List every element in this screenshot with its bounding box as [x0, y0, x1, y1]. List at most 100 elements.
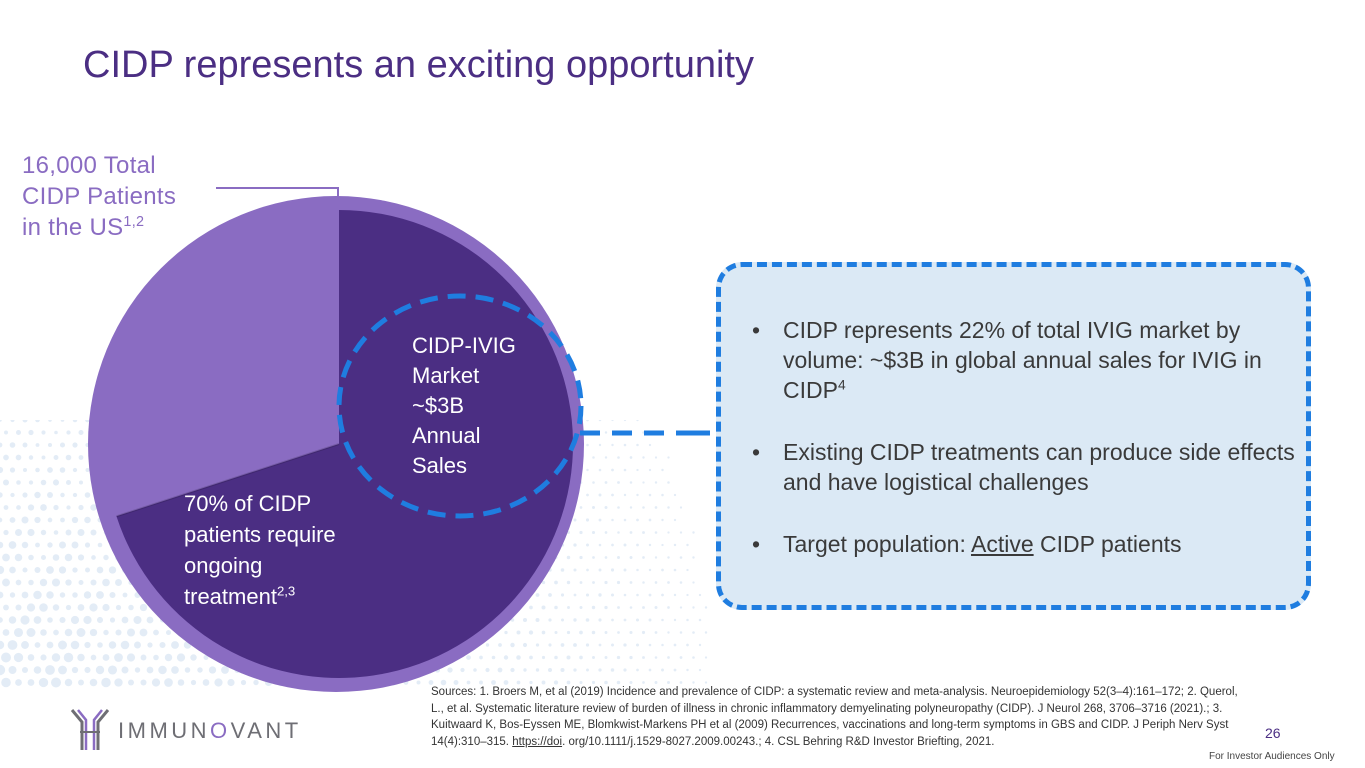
decoration-dot: [128, 679, 134, 686]
decoration-dot: [202, 679, 210, 686]
decoration-dot: [636, 543, 639, 547]
decoration-dot: [579, 506, 583, 509]
decoration-dot: [611, 618, 614, 622]
decoration-dot: [635, 643, 640, 647]
decoration-dot: [35, 420, 40, 423]
decoration-dot: [610, 568, 615, 572]
decoration-dot: [58, 640, 67, 650]
decoration-dot: [8, 616, 17, 624]
decoration-dot: [704, 656, 708, 659]
decoration-dot: [83, 591, 92, 599]
bullet3-prefix: Target population:: [783, 531, 971, 557]
decoration-dot: [598, 518, 602, 522]
decoration-dot: [566, 580, 571, 585]
decoration-dot: [153, 629, 159, 636]
decoration-dot: [529, 680, 533, 685]
decoration-dot: [586, 493, 589, 497]
decoration-dot: [636, 568, 639, 572]
decoration-dot: [90, 579, 97, 586]
decoration-dot: [642, 581, 645, 584]
decoration-dot: [78, 504, 84, 511]
decoration-dot: [146, 616, 154, 624]
decoration-dot: [52, 604, 60, 611]
decoration-dot: [53, 504, 59, 511]
decoration-dot: [60, 492, 65, 498]
decoration-dot: [641, 630, 646, 635]
decoration-dot: [692, 606, 695, 609]
decoration-dot: [59, 442, 66, 448]
decoration-dot: [673, 643, 677, 647]
decoration-dot: [667, 656, 670, 659]
decoration-dot: [1, 652, 11, 663]
decoration-dot: [541, 680, 546, 685]
decoration-dot: [47, 442, 53, 448]
market-label-line3: ~$3B: [412, 393, 464, 418]
decoration-dot: [139, 603, 148, 612]
decoration-dot: [109, 591, 116, 599]
decoration-dot: [53, 629, 59, 636]
decoration-dot: [679, 506, 683, 509]
decoration-dot: [40, 554, 47, 561]
decoration-dot: [491, 680, 496, 685]
decoration-dot: [661, 518, 664, 522]
decoration-dot: [114, 678, 123, 687]
decoration-dot: [447, 667, 453, 673]
decoration-dot: [667, 631, 670, 634]
decoration-dot: [22, 567, 28, 573]
decoration-dot: [460, 667, 465, 673]
decoration-dot: [629, 581, 633, 584]
decoration-dot: [164, 678, 173, 687]
bullet3-emphasis: Active: [970, 531, 1034, 557]
decoration-dot: [604, 531, 608, 534]
decoration-dot: [85, 567, 90, 573]
decoration-dot: [8, 541, 17, 549]
decoration-dot: [133, 615, 142, 625]
decoration-dot: [72, 442, 78, 448]
decoration-dot: [71, 541, 79, 549]
decoration-dot: [40, 629, 47, 636]
decoration-dot: [636, 593, 639, 597]
decoration-dot: [661, 493, 664, 497]
decoration-dot: [566, 655, 571, 660]
decoration-dot: [28, 554, 34, 561]
decoration-dot: [66, 430, 71, 435]
decoration-dot: [679, 681, 683, 684]
decoration-dot: [679, 531, 683, 534]
decoration-dot: [52, 554, 60, 561]
decoration-dot: [0, 640, 5, 650]
decoration-dot: [529, 655, 533, 660]
decoration-dot: [59, 592, 66, 598]
decoration-dot: [78, 455, 84, 460]
decoration-dot: [35, 443, 40, 447]
decoration-dot: [51, 578, 61, 587]
decoration-dot: [592, 456, 595, 459]
decoration-dot: [77, 529, 85, 536]
decoration-dot: [591, 680, 596, 685]
decoration-dot: [648, 543, 652, 547]
decoration-dot: [208, 666, 217, 674]
decoration-dot: [642, 606, 645, 609]
decoration-dot: [27, 504, 35, 511]
decoration-dot: [679, 656, 683, 659]
decoration-dot: [485, 667, 490, 673]
decoration-dot: [604, 456, 608, 459]
decoration-dot: [598, 593, 602, 597]
decoration-dot: [497, 667, 503, 673]
decoration-dot: [2, 479, 10, 486]
decoration-dot: [90, 504, 97, 511]
decoration-dot: [629, 606, 633, 609]
decoration-dot: [598, 643, 602, 647]
decoration-dot: [46, 591, 54, 599]
decoration-dot: [84, 641, 91, 649]
decoration-dot: [221, 666, 229, 674]
decoration-dot: [654, 556, 658, 559]
decoration-dot: [190, 679, 197, 686]
decoration-dot: [35, 467, 40, 473]
decoration-dot: [84, 542, 91, 548]
decoration-dot: [648, 568, 652, 572]
sources-doi-link[interactable]: https://doi: [512, 735, 563, 748]
decoration-dot: [585, 643, 590, 647]
decoration-dot: [579, 630, 583, 635]
decoration-dot: [623, 618, 627, 622]
decoration-dot: [27, 528, 35, 537]
